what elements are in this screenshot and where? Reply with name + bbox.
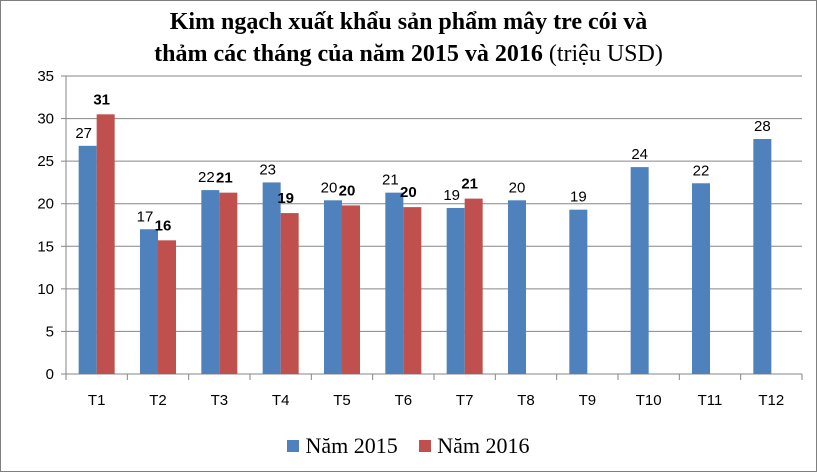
y-tick-label: 10 [37,281,54,298]
bar-2015 [201,190,220,374]
data-label-2016: 19 [277,190,294,207]
data-label-2016: 31 [93,91,110,108]
y-tick-label: 25 [37,153,54,170]
chart-legend: Năm 2015 Năm 2016 [0,432,817,459]
data-label-2015: 17 [137,208,154,225]
data-label-2015: 21 [382,172,399,189]
chart-title-line-2: thảm các tháng của năm 2015 và 2016 [154,41,543,67]
legend-label-2016: Năm 2016 [437,433,530,458]
bar-2015 [753,139,772,374]
legend-swatch-2016 [419,440,432,452]
y-tick-label: 20 [37,196,54,213]
x-tick-label: T11 [698,392,723,409]
data-label-2015: 19 [570,189,587,206]
data-label-2015: 22 [198,169,215,186]
x-tick-label: T2 [149,392,167,409]
chart-title-unit: (triệu USD) [548,41,663,67]
bar-2015 [262,182,281,374]
x-tick-label: T8 [517,392,535,409]
data-label-2015: 28 [754,118,771,135]
legend-label-2015: Năm 2015 [305,433,398,458]
data-label-2015: 20 [321,179,338,196]
bar-2016 [342,205,360,374]
data-label-2015: 20 [509,179,526,196]
y-tick-label: 15 [37,238,54,255]
data-label-2016: 20 [339,182,356,199]
data-label-2015: 27 [75,125,92,142]
data-label-2016: 16 [155,217,172,234]
legend-item-2015: Năm 2015 [287,433,398,459]
bar-2015 [446,207,465,374]
x-tick-label: T9 [579,392,597,409]
bar-2016 [403,207,422,374]
x-tick-label: T6 [395,392,413,409]
bar-2016 [158,240,176,374]
bar-2015 [569,209,588,374]
x-tick-label: T7 [456,392,474,409]
y-tick-label: 0 [46,366,54,383]
bar-2015 [140,229,158,374]
x-tick-label: T1 [88,392,106,409]
x-tick-label: T5 [333,392,351,409]
bar-2015 [508,200,526,374]
x-tick-label: T10 [636,392,662,409]
bar-2015 [692,183,710,374]
bar-2015 [78,145,97,374]
data-label-2015: 24 [631,146,648,163]
data-label-2015: 22 [693,162,710,179]
legend-item-2016: Năm 2016 [419,433,530,459]
x-tick-label: T12 [758,392,784,409]
data-label-2015: 23 [259,161,276,178]
bar-2016 [280,213,299,374]
bar-2015 [630,167,649,374]
x-tick-label: T4 [272,392,290,409]
bar-2015 [324,200,342,374]
data-label-2016: 20 [400,184,417,201]
bar-2016 [96,114,115,375]
y-tick-label: 5 [46,323,54,340]
chart-title-line-1: Kim ngạch xuất khẩu sản phẩm mây tre cói… [169,9,648,35]
chart-title: Kim ngạch xuất khẩu sản phẩm mây tre cói… [0,6,817,70]
y-tick-label: 35 [37,68,54,85]
data-label-2016: 21 [216,170,233,187]
bar-2016 [219,192,238,374]
bar-2016 [464,198,483,374]
y-tick-label: 30 [37,111,54,128]
legend-swatch-2015 [287,440,300,452]
data-label-2015: 19 [443,187,460,204]
x-tick-label: T3 [211,392,229,409]
data-label-2016: 21 [461,176,478,193]
bar-2015 [385,192,404,374]
